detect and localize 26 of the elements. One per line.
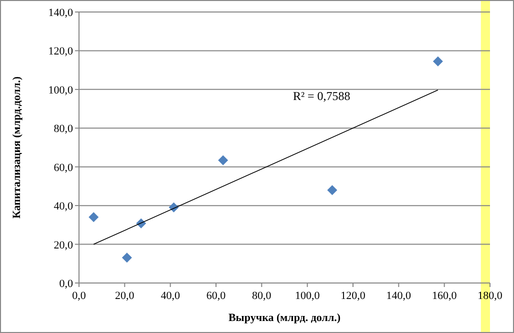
x-tick-label: 60,0 bbox=[206, 290, 226, 302]
y-tick-label: 20,0 bbox=[54, 239, 74, 252]
point bbox=[218, 155, 228, 166]
y-tick-label: 140,0 bbox=[48, 7, 74, 19]
y-tick-label: 40,0 bbox=[54, 200, 74, 213]
x-tick-label: 120,0 bbox=[340, 290, 366, 302]
x-tick-label: 140,0 bbox=[386, 290, 412, 302]
annotation: R² = 0,7588 bbox=[292, 89, 350, 104]
point bbox=[327, 185, 338, 196]
y-tick-label: 0,0 bbox=[59, 278, 74, 290]
x-tick-label: 0,0 bbox=[72, 290, 86, 302]
y-tick-label: 60,0 bbox=[54, 162, 74, 174]
x-tick-label: 160,0 bbox=[432, 290, 458, 302]
y-axis-title: Капитализация (млрд.долл.) bbox=[11, 76, 23, 219]
x-axis-title: Выручка (млрд. долл.) bbox=[228, 312, 341, 324]
x-tick-label: 20,0 bbox=[115, 290, 135, 302]
y-tick-label: 120,0 bbox=[48, 46, 74, 58]
point bbox=[88, 212, 99, 222]
y-tick-label: 80,0 bbox=[54, 123, 74, 136]
x-tick-label: 100,0 bbox=[294, 290, 320, 302]
x-tick-label: 40,0 bbox=[160, 290, 180, 302]
y-tick-label: 100,0 bbox=[48, 84, 74, 96]
point bbox=[122, 252, 132, 263]
x-tick-label: 180,0 bbox=[478, 290, 503, 302]
x-tick-label: 80,0 bbox=[252, 290, 272, 302]
point bbox=[432, 56, 443, 66]
